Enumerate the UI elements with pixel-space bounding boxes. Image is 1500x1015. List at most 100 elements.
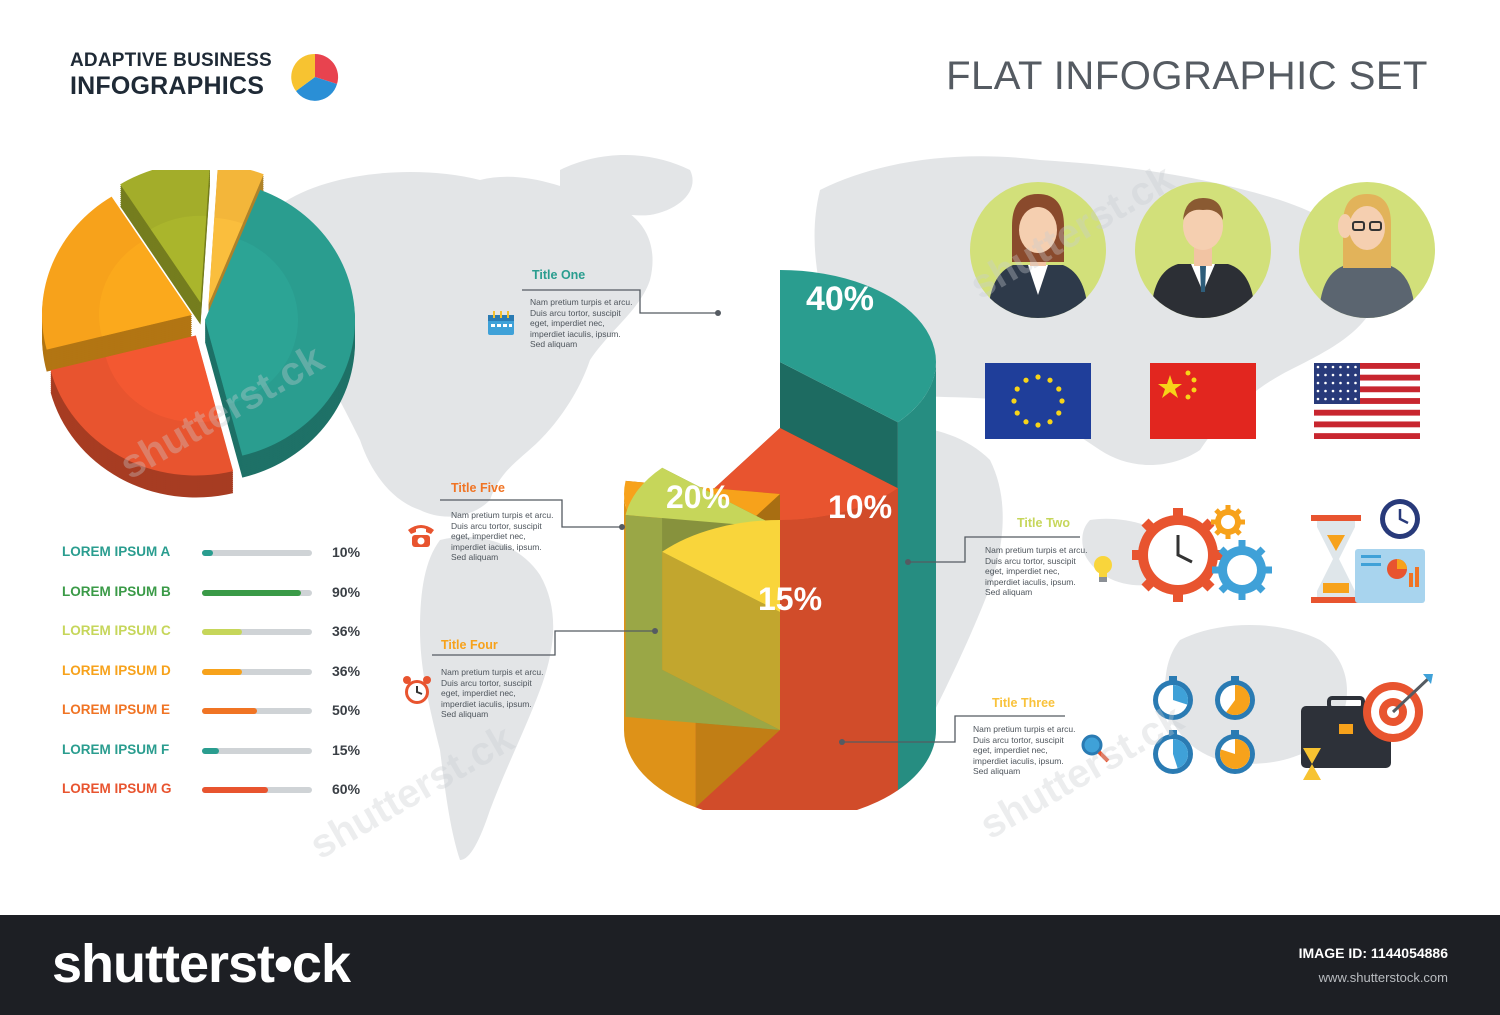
- alarm-clock-icon: [403, 676, 431, 704]
- us-star: [1316, 389, 1320, 393]
- legend-bar-fill: [202, 787, 268, 793]
- pie-slice-inner: [105, 335, 219, 423]
- eu-flag-icon: [985, 363, 1091, 439]
- pie-slice-inner: [150, 215, 207, 303]
- stopwatch-crown: [1169, 730, 1177, 735]
- cylinder-pct-label: 25%: [660, 387, 724, 423]
- us-stripe: [1314, 421, 1420, 428]
- infographic-canvas: ADAPTIVE BUSINESS INFOGRAPHICS FLAT INFO…: [41, 50, 1435, 868]
- businesswoman-glasses-icon: [1299, 182, 1435, 318]
- us-star: [1354, 381, 1357, 385]
- connector-title-one: [522, 289, 718, 314]
- watermark-overlay: shutterst.ck shutterst.ck shutterst.ck s…: [113, 156, 1192, 868]
- us-stripe: [1314, 433, 1420, 439]
- svg-text:shutterst.ck: shutterst.ck: [973, 696, 1192, 848]
- us-star: [1316, 397, 1320, 401]
- us-star: [1339, 397, 1342, 401]
- stopwatch-fill: [1173, 685, 1188, 705]
- us-star: [1346, 389, 1350, 393]
- us-stripe: [1314, 409, 1420, 416]
- us-stripe: [1314, 398, 1420, 404]
- callout-title-one: Title One: [532, 268, 586, 282]
- callout-title-four: Title Four: [441, 638, 498, 652]
- callout-body-four: Nam pretium turpis et arcu. Duis arcu to…: [441, 667, 544, 720]
- legend-bar-track: [202, 747, 312, 754]
- pie-slice-inner: [205, 239, 298, 405]
- svg-text:shutterst.ck: shutterst.ck: [113, 336, 332, 488]
- us-star: [1331, 397, 1335, 401]
- eu-star: [1023, 377, 1029, 383]
- cylinder-pct-label: 40%: [806, 280, 874, 318]
- legend-label: LOREM IPSUM F: [62, 741, 170, 757]
- us-star: [1316, 381, 1320, 385]
- footer-logo[interactable]: shutterst•ck: [52, 934, 351, 994]
- us-star: [1324, 381, 1327, 385]
- stopwatches-icon: [1153, 676, 1255, 774]
- cylinder-pie-chart: 40% 25% 20% 10% 15%: [624, 270, 936, 810]
- legend-row: LOREM IPSUM D 36%: [62, 661, 382, 683]
- pie-slice-inner: [98, 241, 192, 337]
- callout-body-two: Nam pretium turpis et arcu. Duis arcu to…: [985, 545, 1088, 598]
- stopwatch-fill: [1226, 685, 1250, 715]
- us-star: [1339, 373, 1342, 377]
- legend-row: LOREM IPSUM E 50%: [62, 700, 382, 722]
- us-star: [1339, 381, 1342, 385]
- eu-star: [1056, 386, 1062, 392]
- legend-bar-track: [202, 787, 312, 793]
- legend-bar-fill: [202, 629, 242, 635]
- legend-value: 50%: [332, 702, 361, 718]
- legend-row: LOREM IPSUM F 15%: [62, 740, 382, 762]
- image-id: IMAGE ID: 1144054886: [1298, 945, 1448, 961]
- briefcase-target-icon: [1301, 674, 1433, 780]
- legend-label: LOREM IPSUM A: [62, 544, 171, 559]
- eu-star: [1014, 386, 1020, 392]
- legend-bar-fill: [202, 589, 301, 596]
- legend-bar-track: [202, 589, 312, 596]
- lightbulb-icon: [1094, 556, 1112, 582]
- callout-body-five: Nam pretium turpis et arcu. Duis arcu to…: [451, 510, 554, 563]
- footer-url[interactable]: www.shutterstock.com: [1318, 970, 1448, 985]
- eu-star: [1047, 419, 1053, 425]
- svg-text:shutterst.ck: shutterst.ck: [963, 156, 1182, 308]
- legend-value: 10%: [332, 544, 361, 560]
- us-star: [1331, 365, 1335, 369]
- legend-bar-fill: [202, 550, 213, 556]
- legend-bar-track: [202, 550, 312, 556]
- cylinder-pct-label: 15%: [758, 581, 822, 617]
- eu-star: [1014, 410, 1020, 416]
- legend-value: 15%: [332, 741, 361, 758]
- legend-label: LOREM IPSUM B: [62, 583, 171, 599]
- us-star: [1346, 397, 1350, 401]
- businessman-icon: [1135, 182, 1271, 318]
- us-star: [1316, 365, 1320, 369]
- pie-slice-inner: [208, 217, 243, 305]
- legend-label: LOREM IPSUM D: [62, 662, 171, 678]
- legend-row: LOREM IPSUM G 60%: [62, 779, 382, 801]
- connector-title-five: [440, 499, 622, 528]
- eu-star: [1035, 422, 1041, 428]
- legend-bar-fill: [202, 668, 242, 675]
- us-star: [1324, 389, 1327, 393]
- china-flag-icon: [1150, 363, 1256, 439]
- us-star: [1354, 397, 1357, 401]
- legend-bar-fill: [202, 747, 219, 754]
- legend-bar-track: [202, 668, 312, 675]
- usa-flag-icon: [1314, 363, 1420, 439]
- us-star: [1316, 373, 1320, 377]
- page-title: FLAT INFOGRAPHIC SET: [946, 54, 1428, 98]
- businesswoman-icon: [970, 182, 1106, 318]
- cylinder-side: [897, 362, 936, 791]
- us-star: [1354, 389, 1357, 393]
- callout-title-three: Title Three: [992, 696, 1055, 710]
- stopwatch-crown: [1231, 676, 1239, 681]
- us-stripe: [1314, 374, 1420, 381]
- svg-text:shutterst.ck: shutterst.ck: [303, 716, 522, 868]
- callout-title-five: Title Five: [451, 481, 505, 495]
- cylinder-top: [780, 270, 936, 423]
- legend-row: LOREM IPSUM B 90%: [62, 582, 382, 604]
- us-star: [1331, 381, 1335, 385]
- us-stripe: [1314, 386, 1420, 393]
- magnifier-icon: [1081, 734, 1110, 763]
- stopwatch-fill: [1220, 739, 1250, 769]
- us-star: [1331, 389, 1335, 393]
